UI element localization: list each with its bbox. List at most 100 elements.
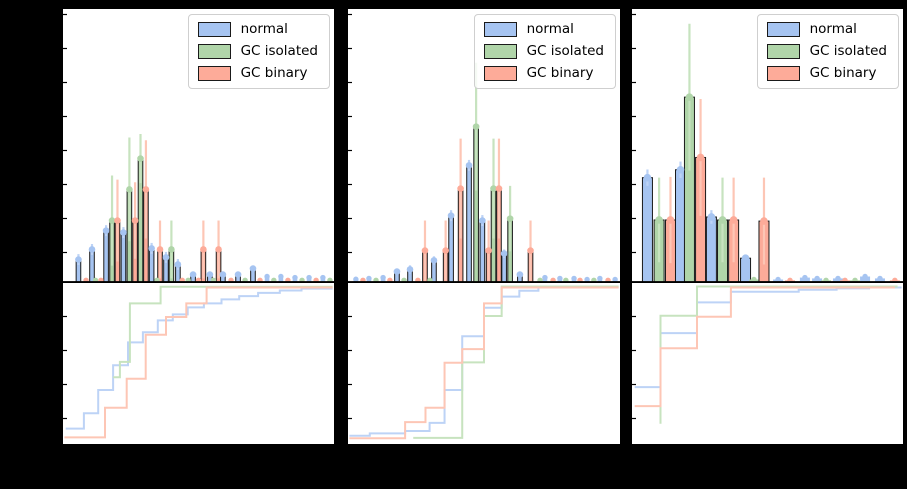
bar-marker [406,266,414,273]
panel-divider [348,281,620,283]
panel-divider [632,281,903,283]
cdf-line-gc_isolated [659,285,898,424]
bar-marker [877,275,883,282]
legend-label: normal [526,20,574,37]
panel-middle-plot [348,13,620,440]
legend: normal GC isolated GC binary [473,14,616,89]
bar-marker [421,247,429,254]
legend-label: normal [809,20,857,37]
bar-marker [120,229,127,236]
bar-marker [447,212,455,219]
legend-item-gc-binary: GC binary [483,64,604,81]
panel-right: normal GC isolated GC binary [632,9,903,444]
bar-marker [696,153,705,162]
bar-marker [88,246,96,253]
bar-marker [597,275,603,282]
legend-item-gc-isolated: GC isolated [766,44,887,59]
bar-marker [571,275,577,282]
hist-bar [479,220,486,284]
bar-marker [156,246,164,253]
bar-marker [114,217,121,224]
bar-marker [442,247,449,254]
legend-swatch-gc-isolated [483,44,517,59]
bar-marker [168,246,175,253]
bar-marker [707,213,716,221]
panel-left-plot [63,13,334,439]
panel-middle: normal GC isolated GC binary [348,9,620,444]
bar-marker [516,271,524,278]
bar-marker [108,217,116,224]
legend-swatch-gc-binary [197,66,231,81]
bar-marker [200,246,207,253]
bar-marker [393,268,401,275]
bar-marker [775,276,781,283]
bar-marker [760,217,768,225]
bar-marker [292,274,298,281]
legend-label: GC binary [526,64,594,81]
legend-label: GC binary [240,64,308,81]
panel-right-plot [632,13,903,424]
bar-marker [584,276,590,283]
bar-marker [729,216,738,224]
bar-marker [148,245,155,252]
bar-marker [206,271,214,278]
bar-marker [802,274,808,281]
bar-marker [557,275,563,282]
bar-marker [751,276,757,283]
cdf-line-normal [634,286,902,389]
bar-marker [353,276,359,282]
hist-bar [278,276,284,283]
bar-marker [655,216,663,224]
panel-divider [63,281,334,283]
legend-label: GC isolated [526,42,604,59]
bar-marker [490,185,497,192]
hist-bar [860,276,871,283]
bar-marker [234,271,242,278]
legend-item-normal: normal [483,20,604,37]
legend-swatch-gc-binary [766,66,800,81]
legend-label: GC binary [809,64,877,81]
bar-marker [306,274,312,281]
bar-marker [102,227,110,234]
cdf-line-gc_binary [64,286,333,439]
cdf-line-normal [65,287,333,430]
bar-marker [162,254,170,261]
bar-marker [666,216,675,224]
legend-item-normal: normal [766,20,887,37]
bar-marker [380,274,386,281]
bar-marker [643,173,652,182]
bar-marker [835,275,841,282]
bar-marker [814,275,820,282]
bar-marker [862,273,868,280]
cdf-line-gc_isolated [113,285,333,379]
legend-label: GC isolated [240,42,318,59]
bar-marker [741,254,750,263]
hist-bar [448,215,454,284]
legend-item-normal: normal [197,20,318,37]
legend-label: normal [240,20,288,37]
bar-marker [718,216,727,224]
legend-swatch-normal [766,22,800,37]
legend: normal GC isolated GC binary [756,14,899,89]
hist-bar [501,253,507,283]
legend-item-gc-binary: GC binary [197,64,318,81]
legend-item-gc-isolated: GC isolated [197,42,318,59]
bar-marker [542,274,548,281]
bar-marker [215,246,222,253]
legend-swatch-gc-isolated [197,44,231,59]
bar-marker [465,162,473,169]
bar-marker [506,215,514,222]
bar-marker [612,276,618,283]
legend: normal GC isolated GC binary [187,14,330,89]
legend-item-gc-binary: GC binary [766,64,887,81]
bar-marker [500,250,508,257]
bar-marker [320,274,326,281]
hist-bar [466,164,472,283]
bar-marker [472,123,480,130]
legend-item-gc-isolated: GC isolated [483,42,604,59]
bar-marker [264,273,270,280]
legend-swatch-normal [483,22,517,37]
bar-marker [137,155,144,162]
bar-marker [366,275,372,282]
